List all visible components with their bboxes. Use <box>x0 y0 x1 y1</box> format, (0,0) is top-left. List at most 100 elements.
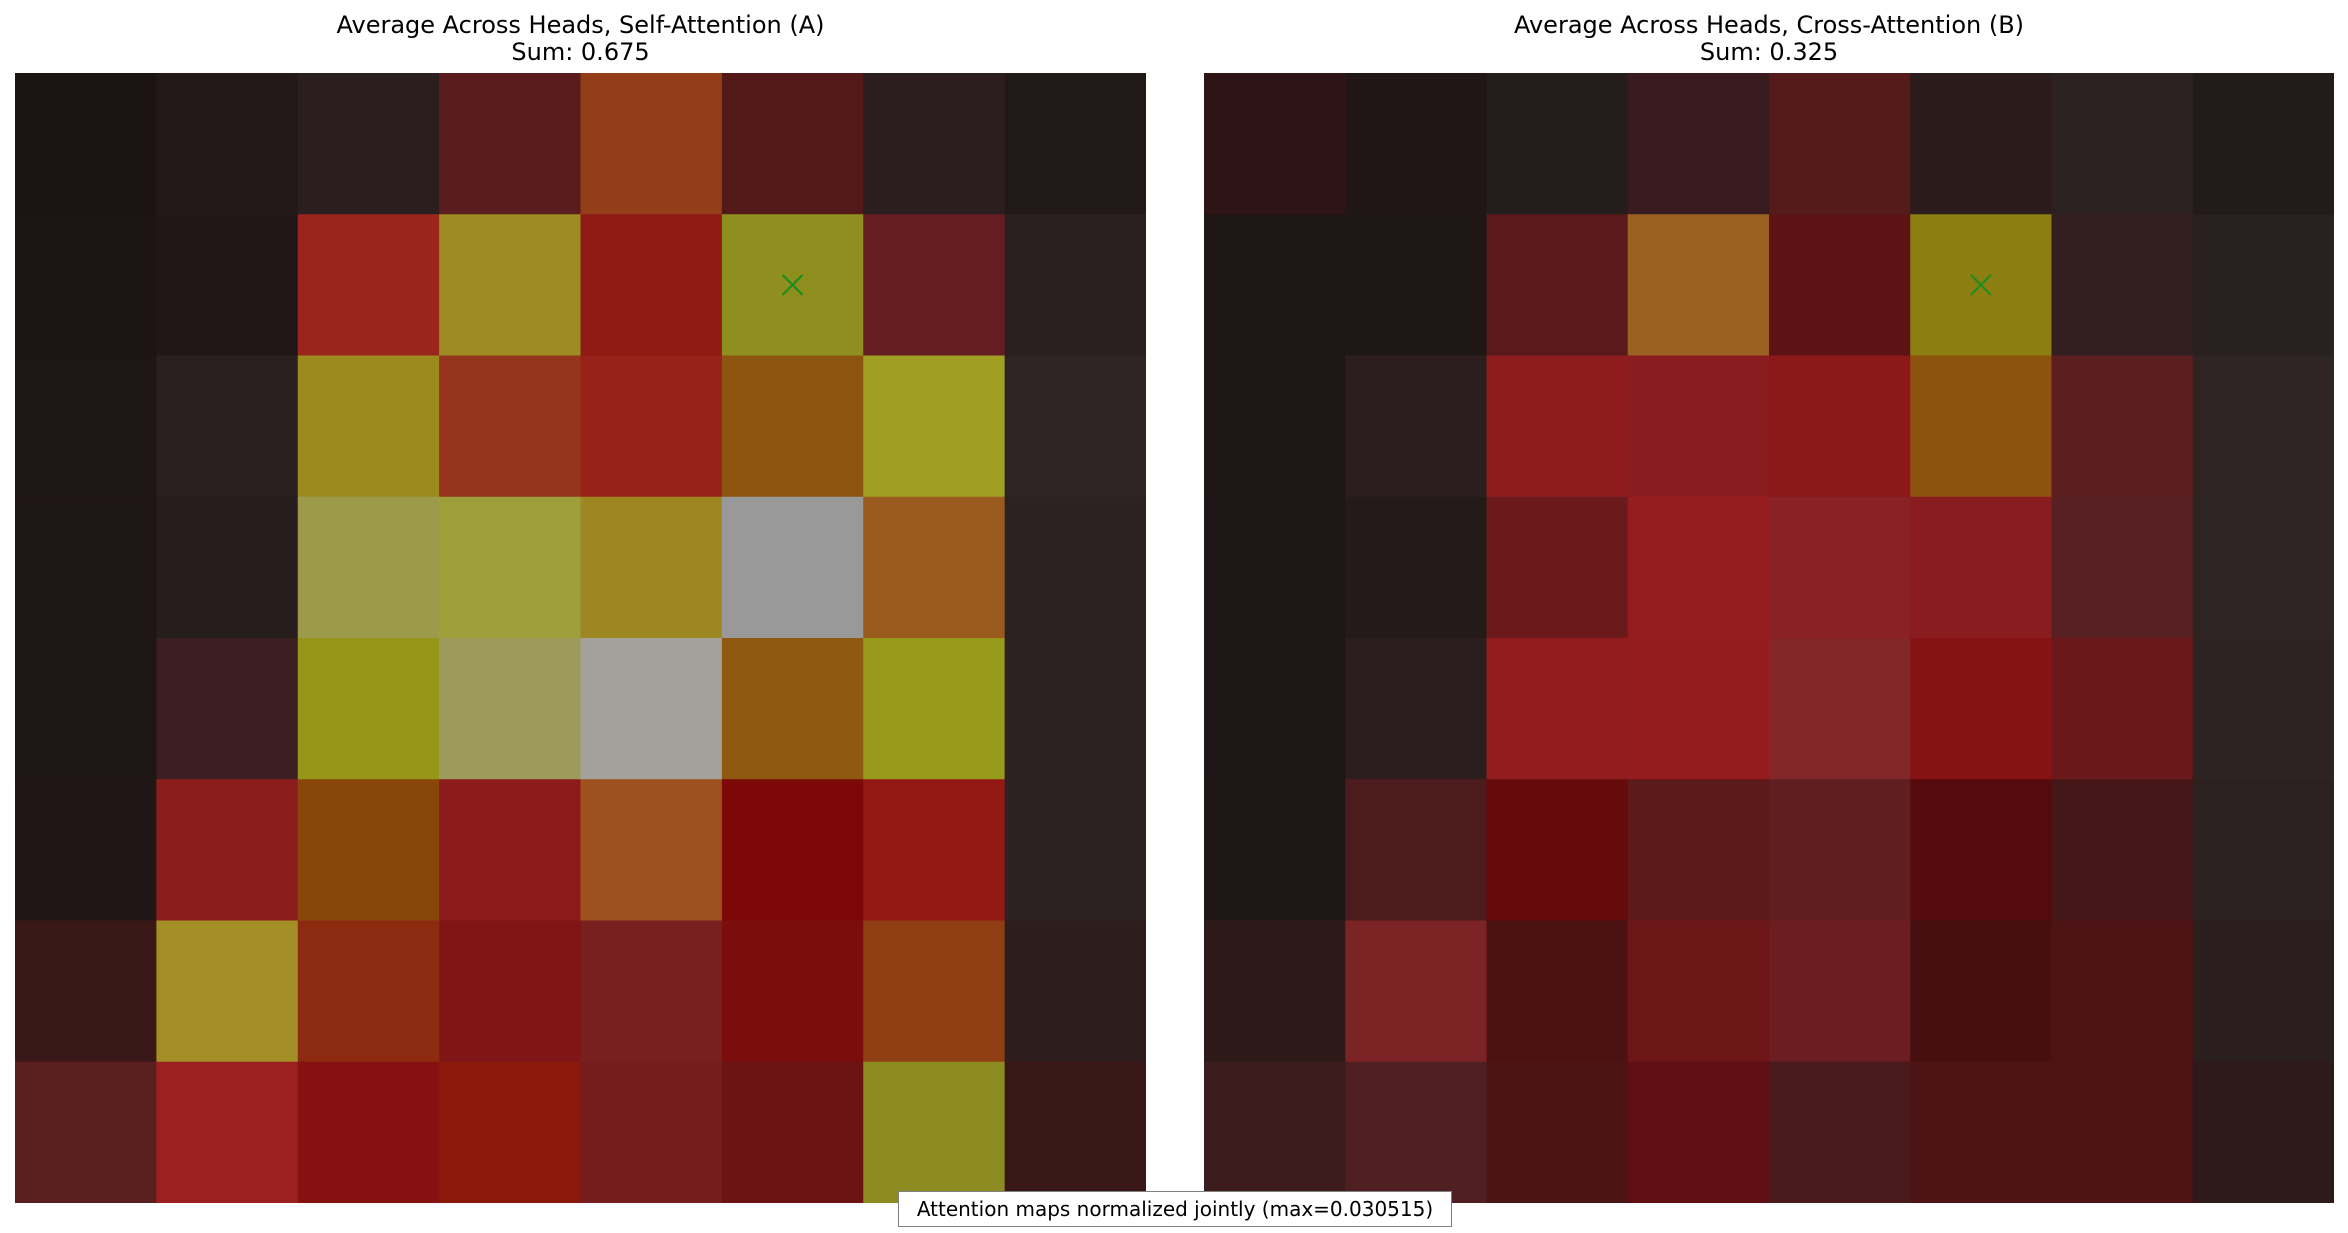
heatmap-cell-r0-c1 <box>1345 73 1487 215</box>
self-attention-panel: Average Across Heads, Self-Attention (A)… <box>15 0 1146 1210</box>
heatmap-cell-r6-c1 <box>156 921 298 1063</box>
cross-attention-panel: Average Across Heads, Cross-Attention (B… <box>1204 0 2334 1210</box>
heatmap-cell-r5-c0 <box>1204 779 1346 921</box>
heatmap-cell-r0-c7 <box>1005 73 1146 215</box>
heatmap-cell-r6-c2 <box>1487 921 1629 1063</box>
heatmap-cell-r1-c4 <box>581 214 723 356</box>
heatmap-cell-r0-c1 <box>156 73 298 215</box>
heatmap-cell-r5-c5 <box>722 779 864 921</box>
heatmap-cell-r3-c1 <box>1345 497 1487 639</box>
heatmap-cell-r1-c7 <box>2193 214 2334 356</box>
heatmap-cell-r5-c0 <box>15 779 157 921</box>
self-attention-heatmap <box>15 73 1146 1203</box>
heatmap-cell-r2-c3 <box>439 356 581 498</box>
heatmap-cell-r6-c6 <box>863 921 1005 1063</box>
heatmap-cell-r0-c6 <box>2052 73 2194 215</box>
heatmap-cell-r2-c2 <box>298 356 440 498</box>
heatmap-cell-r2-c4 <box>581 356 723 498</box>
heatmap-cell-r7-c1 <box>156 1062 298 1203</box>
heatmap-cell-r6-c5 <box>1910 921 2052 1063</box>
heatmap-cell-r0-c2 <box>298 73 440 215</box>
heatmap-cell-r7-c2 <box>298 1062 440 1203</box>
heatmap-cell-r3-c3 <box>1628 497 1770 639</box>
heatmap-cell-r0-c0 <box>15 73 157 215</box>
heatmap-cell-r1-c4 <box>1769 214 1911 356</box>
heatmap-cell-r1-c3 <box>1628 214 1770 356</box>
heatmap-cell-r2-c7 <box>2193 356 2334 498</box>
heatmap-cell-r4-c5 <box>1910 638 2052 780</box>
heatmap-cell-r0-c7 <box>2193 73 2334 215</box>
heatmap-cell-r6-c6 <box>2052 921 2194 1063</box>
heatmap-cell-r7-c5 <box>722 1062 864 1203</box>
heatmap-cell-r4-c7 <box>2193 638 2334 780</box>
heatmap-cell-r5-c6 <box>2052 779 2194 921</box>
heatmap-cell-r3-c5 <box>1910 497 2052 639</box>
heatmap-cell-r4-c5 <box>722 638 864 780</box>
heatmap-cell-r7-c6 <box>863 1062 1005 1203</box>
heatmap-cell-r6-c7 <box>2193 921 2334 1063</box>
heatmap-cell-r6-c5 <box>722 921 864 1063</box>
heatmap-cell-r3-c2 <box>1487 497 1629 639</box>
heatmap-cell-r1-c0 <box>15 214 157 356</box>
heatmap-cell-r5-c3 <box>439 779 581 921</box>
heatmap-cell-r4-c0 <box>1204 638 1346 780</box>
heatmap-cell-r4-c3 <box>1628 638 1770 780</box>
heatmap-cell-r0-c4 <box>1769 73 1911 215</box>
heatmap-cell-r0-c2 <box>1487 73 1629 215</box>
heatmap-cell-r6-c0 <box>1204 921 1346 1063</box>
heatmap-cell-r3-c6 <box>2052 497 2194 639</box>
heatmap-cell-r3-c6 <box>863 497 1005 639</box>
heatmap-cell-r5-c6 <box>863 779 1005 921</box>
heatmap-cell-r4-c1 <box>1345 638 1487 780</box>
heatmap-cell-r4-c2 <box>1487 638 1629 780</box>
heatmap-cell-r2-c7 <box>1005 356 1146 498</box>
heatmap-cell-r0-c3 <box>1628 73 1770 215</box>
heatmap-cell-r1-c2 <box>1487 214 1629 356</box>
cross-attention-title: Average Across Heads, Cross-Attention (B… <box>1204 11 2334 39</box>
heatmap-cell-r7-c1 <box>1345 1062 1487 1203</box>
heatmap-cell-r5-c5 <box>1910 779 2052 921</box>
self-attention-title: Average Across Heads, Self-Attention (A) <box>15 11 1146 39</box>
heatmap-cell-r1-c0 <box>1204 214 1346 356</box>
heatmap-cell-r3-c4 <box>1769 497 1911 639</box>
heatmap-cell-r6-c3 <box>439 921 581 1063</box>
heatmap-cell-r5-c4 <box>1769 779 1911 921</box>
heatmap-cell-r4-c4 <box>581 638 723 780</box>
heatmap-cell-r1-c1 <box>156 214 298 356</box>
heatmap-cell-r3-c7 <box>1005 497 1146 639</box>
heatmap-cell-r1-c2 <box>298 214 440 356</box>
heatmap-cell-r2-c4 <box>1769 356 1911 498</box>
heatmap-cell-r7-c2 <box>1487 1062 1629 1203</box>
heatmap-cell-r1-c6 <box>863 214 1005 356</box>
normalization-note: Attention maps normalized jointly (max=0… <box>898 1191 1452 1227</box>
heatmap-cell-r0-c5 <box>722 73 864 215</box>
heatmap-cell-r2-c2 <box>1487 356 1629 498</box>
heatmap-cell-r3-c0 <box>15 497 157 639</box>
heatmap-cell-r2-c0 <box>1204 356 1346 498</box>
heatmap-cell-r7-c3 <box>1628 1062 1770 1203</box>
heatmap-cell-r7-c3 <box>439 1062 581 1203</box>
heatmap-cell-r7-c0 <box>15 1062 157 1203</box>
heatmap-cell-r6-c0 <box>15 921 157 1063</box>
heatmap-cell-r5-c7 <box>2193 779 2334 921</box>
heatmap-cell-r5-c2 <box>1487 779 1629 921</box>
heatmap-cell-r2-c1 <box>1345 356 1487 498</box>
heatmap-cell-r2-c3 <box>1628 356 1770 498</box>
heatmap-cell-r7-c4 <box>581 1062 723 1203</box>
heatmap-cell-r5-c3 <box>1628 779 1770 921</box>
heatmap-cell-r7-c0 <box>1204 1062 1346 1203</box>
heatmap-cell-r5-c1 <box>156 779 298 921</box>
heatmap-cell-r5-c7 <box>1005 779 1146 921</box>
heatmap-cell-r4-c0 <box>15 638 157 780</box>
heatmap-cell-r4-c4 <box>1769 638 1911 780</box>
heatmap-cell-r0-c3 <box>439 73 581 215</box>
heatmap-cell-r1-c3 <box>439 214 581 356</box>
heatmap-cell-r1-c1 <box>1345 214 1487 356</box>
heatmap-cell-r2-c0 <box>15 356 157 498</box>
heatmap-cell-r3-c3 <box>439 497 581 639</box>
heatmap-cell-r2-c5 <box>1910 356 2052 498</box>
heatmap-cell-r1-c7 <box>1005 214 1146 356</box>
heatmap-cell-r2-c6 <box>863 356 1005 498</box>
heatmap-cell-r3-c4 <box>581 497 723 639</box>
heatmap-cell-r7-c7 <box>1005 1062 1146 1203</box>
